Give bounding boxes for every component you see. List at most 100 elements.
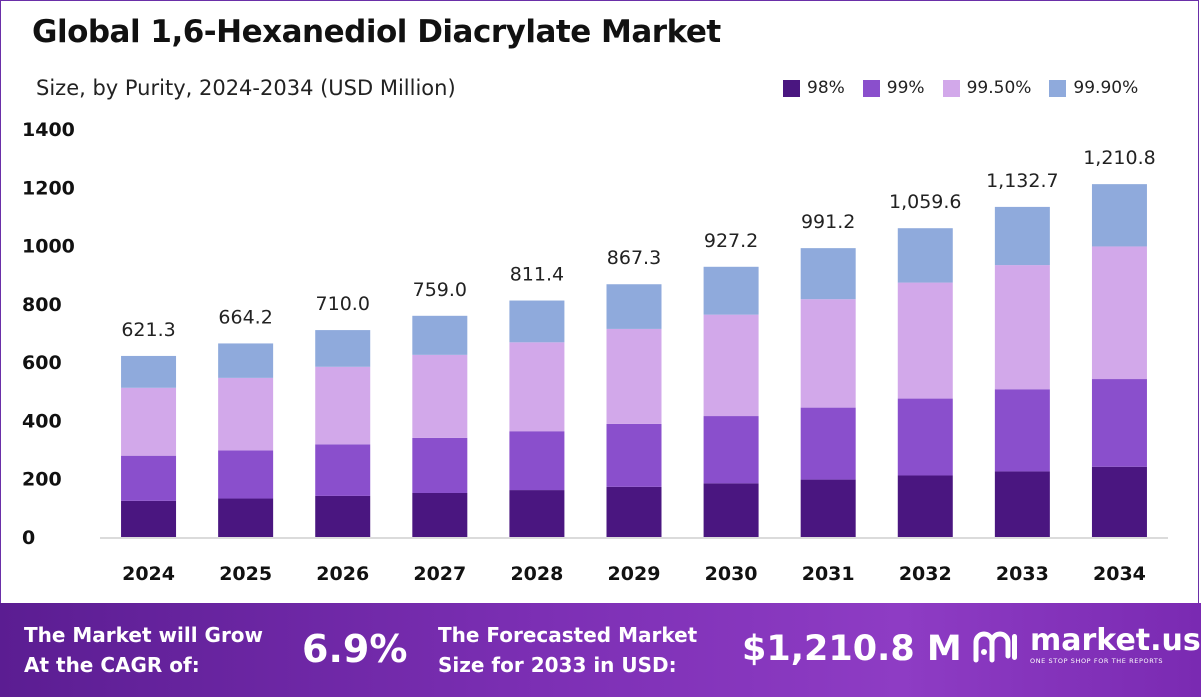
bar-segment-2027-99-90 [412,315,468,355]
x-tick-label-2027: 2027 [413,563,466,585]
total-label-2030: 927.2 [704,230,758,252]
bar-segment-2025-99 [218,450,274,499]
x-tick-label-2025: 2025 [219,563,272,585]
legend-swatch-99 [862,79,880,97]
bar-segment-2027-99-50 [412,354,468,438]
bar-segment-2029-99 [606,423,662,487]
x-tick-label-2028: 2028 [510,563,563,585]
legend: 98% 99% 99.50% 99.90% [783,76,1138,100]
total-label-2028: 811.4 [510,264,564,286]
total-label-2024: 621.3 [121,319,175,341]
bar-segment-2034-99-50 [1091,246,1147,380]
bar-segment-2024-99-90 [121,355,177,388]
bar-segment-2030-98 [703,483,759,537]
bar-segment-2034-99 [1091,379,1147,467]
cagr-label-line2: At the CAGR of: [24,653,200,677]
bar-segment-2028-99-50 [509,342,565,432]
y-tick-label: 1000 [22,236,75,258]
bar-segment-2030-99-90 [703,266,759,315]
bar-segment-2033-99-90 [994,206,1050,266]
bar-segment-2032-98 [897,475,953,537]
bar-segment-2030-99 [703,416,759,484]
cagr-label-line1: The Market will Grow [24,623,264,647]
x-tick-label-2029: 2029 [608,563,661,585]
bar-segment-2025-99-90 [218,343,274,378]
bar-segment-2029-99-90 [606,284,662,329]
y-tick-label: 0 [22,527,35,549]
bar-segment-2026-99-50 [315,366,371,445]
total-label-2033: 1,132.7 [986,170,1059,192]
x-tick-label-2026: 2026 [316,563,369,585]
bar-segment-2029-99-50 [606,328,662,424]
legend-label-98: 98% [807,78,845,98]
bar-segment-2025-99-50 [218,377,274,451]
total-label-2031: 991.2 [801,211,855,233]
bar-segment-2024-98 [121,500,177,537]
total-label-2026: 710.0 [316,293,370,315]
x-tick-label-2031: 2031 [802,563,855,585]
total-label-2034: 1,210.8 [1083,147,1156,169]
bar-segment-2027-99 [412,437,468,493]
bar-segment-2028-99-90 [509,300,565,343]
bar-segment-2031-98 [800,479,856,537]
cagr-value: 6.9% [302,627,408,671]
total-label-2025: 664.2 [218,306,272,328]
bar-segment-2033-99 [994,389,1050,472]
y-tick-label: 200 [22,469,62,491]
bar-segment-2028-99 [509,431,565,491]
legend-item-99-50: 99.50% [942,78,1032,98]
legend-label-99-90: 99.90% [1073,78,1139,98]
y-tick-label: 400 [22,410,62,432]
legend-item-99-90: 99.90% [1049,78,1138,98]
legend-item-98: 98% [783,78,845,98]
bar-segment-2029-98 [606,486,662,537]
bar-segment-2034-99-90 [1091,184,1147,247]
bar-segment-2024-99 [121,455,177,501]
forecast-label-line2: Size for 2033 in USD: [438,653,677,677]
x-tick-label-2024: 2024 [122,563,175,585]
footer-banner: The Market will Grow At the CAGR of: 6.9… [0,603,1201,697]
bar-segment-2026-98 [315,495,371,537]
legend-swatch-99-90 [1049,79,1067,97]
legend-label-99: 99% [886,78,925,98]
chart-title: Global 1,6-Hexanediol Diacrylate Market [32,14,721,50]
brand-logo: market.us ONE STOP SHOP FOR THE REPORTS [970,625,1201,666]
bar-segment-2034-98 [1091,466,1147,537]
bar-segment-2033-99-50 [994,265,1050,390]
x-tick-label-2032: 2032 [899,563,952,585]
legend-swatch-99-50 [942,79,960,97]
bar-segment-2031-99-50 [800,299,856,408]
bar-segment-2026-99 [315,444,371,496]
brand-tagline: ONE STOP SHOP FOR THE REPORTS [1030,657,1164,665]
total-label-2029: 867.3 [607,247,661,269]
x-tick-label-2030: 2030 [705,563,758,585]
forecast-label: The Forecasted Market Size for 2033 in U… [438,620,697,680]
cagr-label: The Market will Grow At the CAGR of: [24,620,263,680]
legend-item-99: 99% [862,78,925,98]
bar-segment-2028-98 [509,490,565,537]
y-tick-label: 1400 [22,119,75,141]
bar-segment-2032-99-50 [897,282,953,399]
market-us-logo-icon [973,631,1017,662]
brand-name: market.us [1030,623,1201,658]
y-tick-label: 1200 [22,177,75,199]
legend-swatch-98 [783,79,800,97]
x-tick-label-2034: 2034 [1093,563,1146,585]
legend-label-99-50: 99.50% [966,78,1032,98]
forecast-label-line1: The Forecasted Market [438,623,698,647]
bar-segment-2027-98 [412,492,468,537]
total-label-2027: 759.0 [413,279,467,301]
bar-chart: 0 200 400 600 800 1000 1200 1400 621.3 2024 664.2 2… [22,119,1168,585]
bar-segment-2024-99-50 [121,387,177,456]
forecast-value: $1,210.8 M [742,629,962,669]
chart-subtitle: Size, by Purity, 2024-2034 (USD Million) [36,76,456,100]
bar-segment-2026-99-90 [315,330,371,367]
y-tick-label: 800 [22,294,62,316]
bar-segment-2032-99-90 [897,228,953,283]
bar-segment-2033-98 [994,471,1050,537]
bar-segment-2030-99-50 [703,314,759,417]
bar-segment-2031-99 [800,407,856,480]
y-tick-label: 600 [22,352,62,374]
total-label-2032: 1,059.6 [889,191,962,213]
bar-segment-2025-98 [218,498,274,537]
